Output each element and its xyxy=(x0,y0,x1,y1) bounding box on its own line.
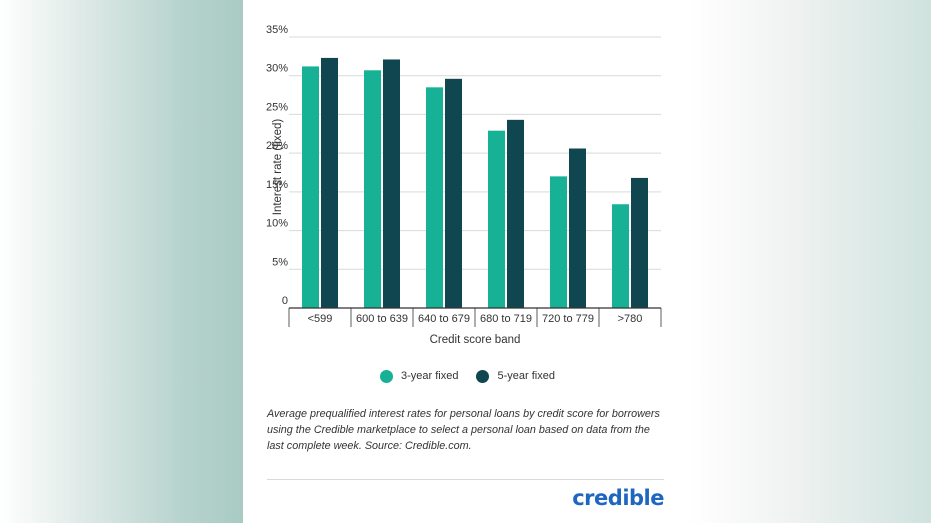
y-tick-label: 10% xyxy=(266,218,288,230)
bar-5-year xyxy=(321,57,338,308)
y-tick-label: 0 xyxy=(282,295,288,307)
legend-item-3-year: 3-year fixed xyxy=(380,369,459,383)
bar-3-year xyxy=(364,70,381,309)
x-tick-label: >780 xyxy=(618,313,643,325)
divider xyxy=(267,479,664,480)
y-tick-label: 30% xyxy=(266,63,288,75)
bar-3-year xyxy=(426,87,443,308)
y-tick-label: 15% xyxy=(266,179,288,191)
x-axis-title: Credit score band xyxy=(430,334,521,346)
bar-3-year xyxy=(550,176,567,308)
legend: 3-year fixed 5-year fixed xyxy=(380,367,573,385)
y-tick-label: 35% xyxy=(266,24,288,36)
bar-3-year xyxy=(612,204,629,308)
y-tick-label: 25% xyxy=(266,101,288,113)
bar-5-year xyxy=(569,148,586,308)
background-left xyxy=(0,0,243,523)
bar-5-year xyxy=(507,119,524,308)
legend-swatch-3-year xyxy=(380,369,393,383)
credible-logo: credible xyxy=(572,486,664,510)
x-tick-label: 600 to 639 xyxy=(356,313,408,325)
legend-label-5-year: 5-year fixed xyxy=(497,370,555,382)
bar-3-year xyxy=(488,130,505,308)
legend-swatch-5-year xyxy=(476,369,490,383)
bar-3-year xyxy=(302,66,319,309)
legend-label-3-year: 3-year fixed xyxy=(401,370,459,382)
bar-5-year xyxy=(445,78,462,308)
bar-chart: 0 5% 10% 15% 20% 25% 30% 35% <599 600 to 639 640 t… xyxy=(266,24,662,346)
bar-5-year xyxy=(631,177,648,308)
x-tick-label: 720 to 779 xyxy=(542,313,594,325)
x-tick-label: 680 to 719 xyxy=(480,313,532,325)
chart-card: 0 5% 10% 15% 20% 25% 30% 35% <599 600 to 639 640 t… xyxy=(243,0,688,523)
legend-item-5-year: 5-year fixed xyxy=(476,369,555,383)
x-tick-label: 640 to 679 xyxy=(418,313,470,325)
chart-caption: Average prequalified interest rates for … xyxy=(267,408,660,452)
y-axis-title: Interest rate (fixed) xyxy=(272,119,284,216)
y-tick-label: 5% xyxy=(272,256,288,268)
x-tick-label: <599 xyxy=(308,313,333,325)
bar-5-year xyxy=(383,59,400,308)
y-tick-label: 20% xyxy=(266,140,288,152)
background-right xyxy=(688,0,931,523)
